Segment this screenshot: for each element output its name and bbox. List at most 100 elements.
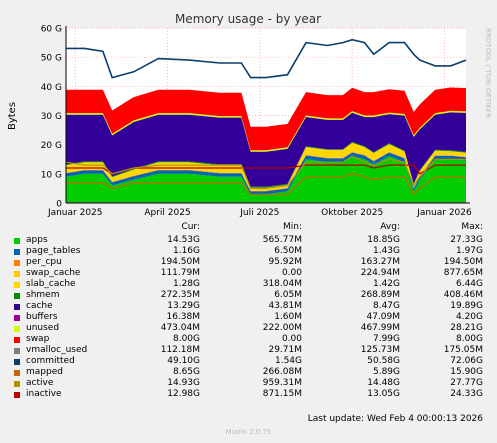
legend-avg-value: 47.09M: [366, 312, 400, 322]
legend-cur-value: 1.16G: [172, 246, 200, 256]
legend-swatch: [14, 249, 20, 255]
area-page_tables: [66, 152, 466, 195]
legend-max-value: 8.00G: [455, 334, 483, 344]
x-tick-label: Juli 2025: [239, 208, 279, 218]
x-tick-label: Oktober 2025: [321, 208, 383, 218]
legend-label: swap_cache: [26, 268, 81, 278]
legend-avg-value: 163.27M: [360, 257, 400, 267]
legend-min-value: 318.04M: [262, 279, 302, 289]
legend-avg-value: 8.47G: [372, 301, 400, 311]
legend-swatch: [14, 337, 20, 343]
legend-min-value: 1.60M: [274, 312, 302, 322]
legend-label: unused: [26, 323, 60, 333]
legend-cur-value: 272.35M: [160, 290, 200, 300]
rrdtool-watermark: RRDTOOL / TOBI OETIKER: [484, 28, 492, 118]
y-tick-label: 10 G: [41, 170, 62, 180]
legend-min-value: 1.54G: [274, 356, 302, 366]
legend-max-value: 408.46M: [443, 290, 483, 300]
legend-min-value: 0.00: [281, 334, 302, 344]
legend-avg-value: 224.94M: [360, 268, 400, 278]
legend-label: slab_cache: [26, 279, 76, 289]
y-tick-label: 50 G: [41, 54, 62, 64]
legend-max-value: 15.90G: [450, 367, 483, 377]
header-avg: Avg:: [380, 222, 400, 232]
y-tick-label: 40 G: [41, 83, 62, 93]
legend-row-buffers: buffers 16.38M 1.60M 47.09M 4.20G: [0, 312, 497, 323]
legend-min-value: 565.77M: [262, 235, 302, 245]
legend-label: mapped: [26, 367, 63, 377]
legend-cur-value: 194.50M: [160, 257, 200, 267]
legend-row-page_tables: page_tables 1.16G 6.50M 1.43G 1.97G: [0, 246, 497, 257]
legend-swatch: [14, 315, 20, 321]
last-update: Last update: Wed Feb 4 00:00:13 2026: [307, 414, 483, 424]
legend-label: vmalloc_used: [26, 345, 88, 355]
line-committed: [66, 38, 467, 79]
legend-row-per_cpu: per_cpu 194.50M 95.92M 163.27M 194.50M: [0, 257, 497, 268]
stacked-areas: [66, 87, 466, 203]
y-tick-label: 20 G: [41, 141, 62, 151]
legend-label: page_tables: [26, 246, 81, 256]
legend-swatch: [14, 238, 20, 244]
legend-swatch: [14, 260, 20, 266]
header-max: Max:: [461, 222, 483, 232]
legend-swatch: [14, 271, 20, 277]
legend-header: Cur: Min: Avg: Max:: [0, 222, 497, 234]
memory-chart: Memory usage - by year Bytes RRDTOOL / T…: [7, 12, 492, 218]
legend-avg-value: 125.73M: [360, 345, 400, 355]
legend-swatch: [14, 304, 20, 310]
legend-label: per_cpu: [26, 257, 62, 267]
legend-cur-value: 49.10G: [167, 356, 200, 366]
y-tick-label: 30 G: [41, 112, 62, 122]
legend-swatch: [14, 348, 20, 354]
legend-cur-value: 14.93G: [167, 378, 200, 388]
legend-row-slab_cache: slab_cache 1.28G 318.04M 1.42G 6.44G: [0, 279, 497, 290]
legend-min-value: 959.31M: [262, 378, 302, 388]
y-tick-label: 60 G: [41, 25, 62, 35]
munin-version: Munin 2.0.75: [225, 428, 272, 436]
x-tick-label: Januar 2025: [47, 208, 103, 218]
legend-label: shmem: [26, 290, 60, 300]
legend-avg-value: 268.89M: [360, 290, 400, 300]
legend-cur-value: 112.18M: [160, 345, 200, 355]
legend-min-value: 43.81M: [268, 301, 302, 311]
legend-cur-value: 13.29G: [167, 301, 200, 311]
legend-swatch: [14, 326, 20, 332]
legend-min-value: 6.05M: [274, 290, 302, 300]
legend-avg-value: 18.85G: [367, 235, 400, 245]
legend-max-value: 24.33G: [450, 389, 483, 399]
legend-max-value: 28.21G: [450, 323, 483, 333]
line-mapped: [66, 173, 467, 196]
y-axis-label: Bytes: [7, 102, 18, 130]
legend-label: cache: [26, 301, 53, 311]
legend-swatch: [14, 381, 20, 387]
legend-cur-value: 8.00G: [172, 334, 200, 344]
legend-row-shmem: shmem 272.35M 6.05M 268.89M 408.46M: [0, 290, 497, 301]
y-tick-labels: 0 10 G 20 G 30 G 40 G 50 G 60 G: [41, 25, 63, 210]
legend-avg-value: 50.58G: [367, 356, 400, 366]
legend-min-value: 6.50M: [274, 246, 302, 256]
legend-avg-value: 1.42G: [372, 279, 400, 289]
legend-row-cache: cache 13.29G 43.81M 8.47G 19.89G: [0, 301, 497, 312]
legend-avg-value: 13.05G: [367, 389, 400, 399]
legend-row-inactive: inactive 12.98G 871.15M 13.05G 24.33G: [0, 389, 497, 400]
legend-cur-value: 12.98G: [167, 389, 200, 399]
legend-swatch: [14, 359, 20, 365]
x-tick-labels: Januar 2025 April 2025 Juli 2025 Oktober 20…: [47, 208, 472, 218]
legend-swatch: [14, 282, 20, 288]
legend-avg-value: 14.48G: [367, 378, 400, 388]
x-tick-label: April 2025: [144, 208, 190, 218]
legend-max-value: 27.33G: [450, 235, 483, 245]
legend-max-value: 72.06G: [450, 356, 483, 366]
legend-label: swap: [26, 334, 50, 344]
y-tick-label: 0: [56, 200, 62, 210]
legend-max-value: 6.44G: [455, 279, 483, 289]
legend-cur-value: 16.38M: [166, 312, 200, 322]
legend-label: apps: [26, 235, 48, 245]
legend-cur-value: 8.65G: [172, 367, 200, 377]
legend-row-unused: unused 473.04M 222.00M 467.99M 28.21G: [0, 323, 497, 334]
legend-max-value: 175.05M: [443, 345, 483, 355]
legend-cur-value: 111.79M: [160, 268, 200, 278]
area-apps: [66, 156, 466, 203]
legend-max-value: 27.77G: [450, 378, 483, 388]
legend-row-committed: committed 49.10G 1.54G 50.58G 72.06G: [0, 356, 497, 367]
